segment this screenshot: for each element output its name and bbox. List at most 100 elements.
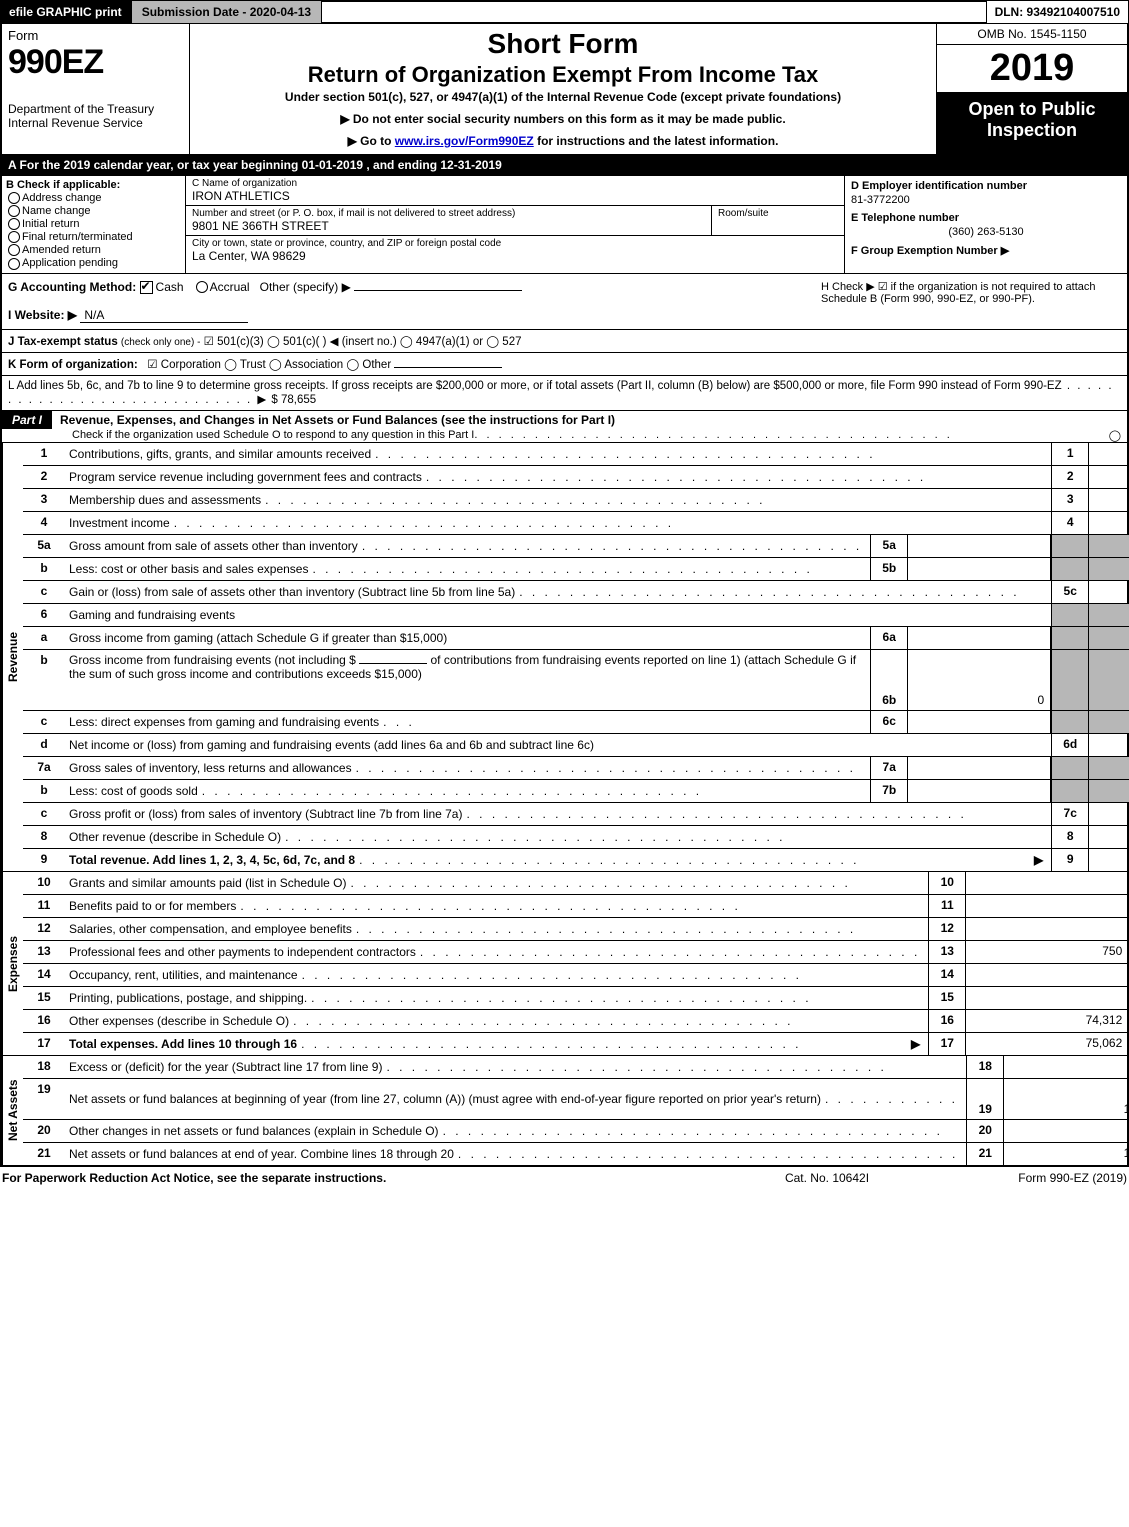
org-name-value: IRON ATHLETICS [192, 189, 838, 203]
tax-year: 2019 [937, 45, 1127, 93]
row-a-tax-year: A For the 2019 calendar year, or tax yea… [0, 156, 1129, 176]
part1-header: Part I Revenue, Expenses, and Changes in… [0, 411, 1129, 443]
city-value: La Center, WA 98629 [192, 249, 838, 263]
line-11: 11 Benefits paid to or for members. . . … [23, 895, 1128, 918]
netassets-side-label: Net Assets [2, 1056, 23, 1165]
line-4: 4 Investment income. . . . . . . . . . .… [23, 512, 1129, 535]
street-value: 9801 NE 366TH STREET [192, 219, 705, 233]
part1-table: Revenue 1 Contributions, gifts, grants, … [0, 443, 1129, 1167]
short-form-title: Short Form [198, 28, 928, 60]
box-b-title: B Check if applicable: [6, 179, 120, 191]
line-6d: d Net income or (loss) from gaming and f… [23, 734, 1129, 757]
row-k: K Form of organization: ☑ Corporation ◯ … [0, 353, 1129, 376]
line-1: 1 Contributions, gifts, grants, and simi… [23, 443, 1129, 466]
chk-application-pending[interactable]: Application pending [6, 257, 181, 269]
efile-button[interactable]: efile GRAPHIC print [0, 0, 131, 24]
form-word: Form [8, 28, 183, 43]
line-9: 9 Total revenue. Add lines 1, 2, 3, 4, 5… [23, 849, 1129, 871]
line-10-value [965, 872, 1128, 894]
group-exemption-label: F Group Exemption Number ▶ [851, 244, 1121, 257]
line-21-value: 17,472 [1003, 1143, 1129, 1165]
chk-cash[interactable] [140, 281, 153, 294]
phone-label: E Telephone number [851, 212, 1121, 224]
org-name-cell: C Name of organization IRON ATHLETICS [186, 176, 844, 206]
line-18-value: 3,593 [1003, 1056, 1129, 1078]
irs-link[interactable]: www.irs.gov/Form990EZ [395, 134, 534, 148]
form-header: Form 990EZ Department of the Treasury In… [0, 24, 1129, 156]
line-21: 21 Net assets or fund balances at end of… [23, 1143, 1129, 1165]
line-19-value: 12,572 [1003, 1079, 1129, 1119]
main-title: Return of Organization Exempt From Incom… [198, 62, 928, 88]
row-i: I Website: ▶ N/A [8, 308, 809, 323]
6b-contrib-field[interactable] [359, 663, 427, 664]
box-c: C Name of organization IRON ATHLETICS Nu… [186, 176, 845, 273]
line-2-value [1088, 466, 1129, 488]
netassets-section: Net Assets 18 Excess or (deficit) for th… [2, 1056, 1127, 1165]
city-label: City or town, state or province, country… [192, 238, 838, 249]
line-19: 19 Net assets or fund balances at beginn… [23, 1079, 1129, 1120]
line-3-value: 29,041 [1088, 489, 1129, 511]
submission-date-button[interactable]: Submission Date - 2020-04-13 [131, 0, 322, 24]
header-right: OMB No. 1545-1150 2019 Open to Public In… [937, 24, 1127, 154]
form-number: 990EZ [8, 43, 183, 82]
note-goto: ▶ Go to www.irs.gov/Form990EZ for instru… [198, 134, 928, 148]
line-7a: 7a Gross sales of inventory, less return… [23, 757, 1129, 780]
line-17-value: 75,062 [965, 1033, 1128, 1055]
chk-name-change[interactable]: Name change [6, 205, 181, 217]
part1-title: Revenue, Expenses, and Changes in Net As… [52, 413, 615, 427]
line-15-value [965, 987, 1128, 1009]
expenses-section: Expenses 10 Grants and similar amounts p… [2, 872, 1127, 1056]
line-18: 18 Excess or (deficit) for the year (Sub… [23, 1056, 1129, 1079]
chk-initial-return[interactable]: Initial return [6, 218, 181, 230]
accounting-other-field[interactable] [354, 290, 522, 291]
line-7c: c Gross profit or (loss) from sales of i… [23, 803, 1129, 826]
line-16: 16 Other expenses (describe in Schedule … [23, 1010, 1128, 1033]
line-4-value [1088, 512, 1129, 534]
omb-number: OMB No. 1545-1150 [937, 24, 1127, 45]
line-16-value: 74,312 [965, 1010, 1128, 1032]
part1-schedule-o-checkbox[interactable]: ◯ [1103, 429, 1127, 442]
note-ssn: ▶ Do not enter social security numbers o… [198, 112, 928, 126]
line-14: 14 Occupancy, rent, utilities, and maint… [23, 964, 1128, 987]
line-20: 20 Other changes in net assets or fund b… [23, 1120, 1129, 1143]
ein-value: 81-3772200 [851, 194, 1121, 206]
form-990ez-page: efile GRAPHIC print Submission Date - 20… [0, 0, 1129, 1189]
part1-tag: Part I [2, 411, 52, 429]
chk-address-change[interactable]: Address change [6, 192, 181, 204]
chk-amended-return[interactable]: Amended return [6, 244, 181, 256]
inspection-badge: Open to Public Inspection [937, 93, 1127, 154]
line-12: 12 Salaries, other compensation, and emp… [23, 918, 1128, 941]
header-center: Short Form Return of Organization Exempt… [190, 24, 937, 154]
line-2: 2 Program service revenue including gove… [23, 466, 1129, 489]
chk-accrual[interactable] [196, 281, 208, 293]
line-20-value: 1,307 [1003, 1120, 1129, 1142]
note-goto-pre: ▶ Go to [348, 134, 395, 148]
line-7c-value [1088, 803, 1129, 825]
line-17: 17 Total expenses. Add lines 10 through … [23, 1033, 1128, 1055]
line-14-value [965, 964, 1128, 986]
street-row: Number and street (or P. O. box, if mail… [186, 206, 844, 236]
department-label: Department of the Treasury Internal Reve… [8, 102, 183, 130]
line-8-value [1088, 826, 1129, 848]
line-5c-value [1088, 581, 1129, 603]
g-h-block: G Accounting Method: Cash Accrual Other … [0, 274, 1129, 330]
chk-final-return[interactable]: Final return/terminated [6, 231, 181, 243]
line-7b: b Less: cost of goods sold. . . . . . . … [23, 780, 1129, 803]
line-6b-value: 0 [908, 650, 1051, 710]
subtitle: Under section 501(c), 527, or 4947(a)(1)… [198, 90, 928, 104]
footer-left: For Paperwork Reduction Act Notice, see … [2, 1171, 727, 1185]
part1-subtitle: Check if the organization used Schedule … [72, 429, 474, 442]
phone-value: (360) 263-5130 [851, 226, 1121, 238]
korg-other-field[interactable] [394, 367, 502, 368]
line-6d-value [1088, 734, 1129, 756]
line-3: 3 Membership dues and assessments. . . .… [23, 489, 1129, 512]
city-cell: City or town, state or province, country… [186, 236, 844, 265]
line-12-value [965, 918, 1128, 940]
line-10: 10 Grants and similar amounts paid (list… [23, 872, 1128, 895]
line-13: 13 Professional fees and other payments … [23, 941, 1128, 964]
box-b: B Check if applicable: Address change Na… [2, 176, 186, 273]
header-left: Form 990EZ Department of the Treasury In… [2, 24, 190, 154]
line-8: 8 Other revenue (describe in Schedule O)… [23, 826, 1129, 849]
website-value: N/A [80, 308, 248, 323]
line-6c: c Less: direct expenses from gaming and … [23, 711, 1129, 734]
